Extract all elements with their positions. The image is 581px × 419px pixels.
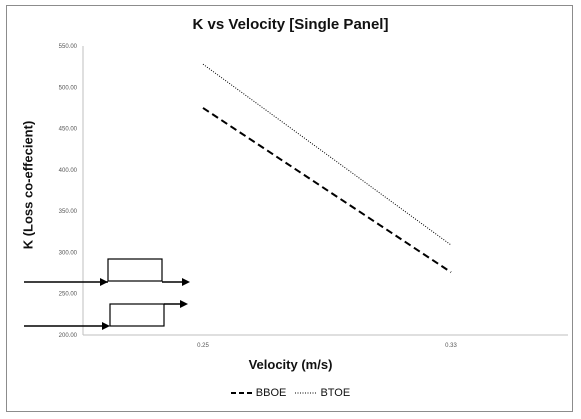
schematic-arrowhead [182,278,190,286]
y-tick-label: 500.00 [59,85,78,91]
legend-item-btoe: BTOE [295,387,350,399]
schematic-arrowhead [180,300,188,308]
legend-swatch-dotted [295,392,318,394]
duct-schematic [24,258,190,330]
y-tick-label: 400.00 [59,168,78,174]
y-tick-label: 200.00 [59,333,78,339]
legend-item-bboe: BBOE [230,387,287,399]
legend: BBOE BTOE [0,387,581,399]
y-tick-label: 350.00 [59,209,78,215]
schematic-arrowhead [102,322,110,330]
legend-label: BBOE [255,387,287,399]
y-tick-label: 250.00 [59,292,78,298]
series-line-bboe [202,107,452,274]
schematic-panel-box [109,303,165,327]
x-tick-label: 0.25 [197,343,209,349]
chart-frame [6,5,573,412]
series-line-btoe [202,63,452,246]
y-tick-label: 450.00 [59,127,78,133]
chart-title: K vs Velocity [Single Panel] [192,16,389,33]
legend-swatch-dashed [230,392,253,394]
x-tick-label: 0.33 [445,343,457,349]
legend-label: BTOE [320,387,351,399]
x-axis-label: Velocity (m/s) [248,357,333,372]
y-tick-label: 550.00 [59,44,78,50]
schematic-arrowhead [100,278,108,286]
schematic-panel-box [107,258,163,282]
y-tick-label: 300.00 [59,250,78,256]
